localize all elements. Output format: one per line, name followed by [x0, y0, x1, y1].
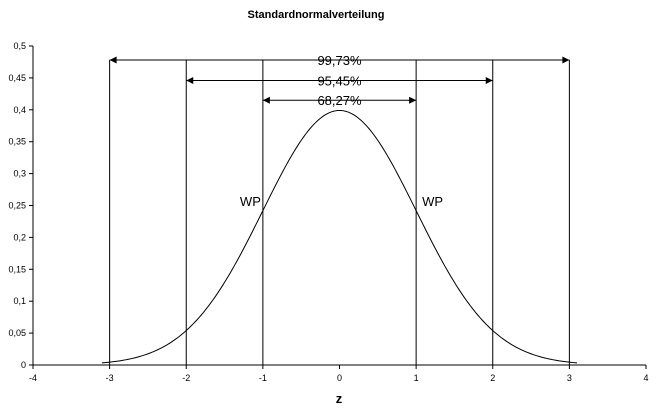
- y-tick-label: 0,4: [13, 105, 26, 115]
- x-tick-label: 4: [643, 373, 648, 383]
- arrow-head: [485, 76, 493, 84]
- x-tick-label: -2: [182, 373, 190, 383]
- density-curve: [101, 109, 578, 364]
- interval-label: 99,73%: [317, 53, 362, 68]
- x-axis-label: z: [336, 391, 343, 406]
- plot-area: 0 0,05 0,1 0,15 0,2 0,25 0,3 0,35 0,4 0,45 0,5 -4 -3…: [8, 41, 648, 383]
- chart-title: Standardnormalverteilung: [248, 9, 385, 21]
- x-tick-label: -3: [106, 373, 114, 383]
- arrow-head: [562, 56, 570, 64]
- y-tick-label: 0,35: [8, 137, 26, 147]
- interval-label: 68,27%: [317, 93, 362, 108]
- y-tick-label: 0,05: [8, 328, 26, 338]
- y-tick-label: 0,3: [13, 169, 26, 179]
- y-tick-label: 0,25: [8, 201, 26, 211]
- y-tick-label: 0,2: [13, 232, 26, 242]
- x-tick-label: 1: [414, 373, 419, 383]
- arrow-head: [262, 96, 270, 104]
- interval-label: 95,45%: [317, 73, 362, 88]
- inflection-label: WP: [240, 194, 261, 209]
- x-tick-label: -1: [259, 373, 267, 383]
- x-tick-label: 3: [567, 373, 572, 383]
- x-tick-label: -4: [29, 373, 37, 383]
- y-tick-label: 0,15: [8, 264, 26, 274]
- x-tick-label: 2: [490, 373, 495, 383]
- arrow-head: [186, 76, 194, 84]
- y-tick-label: 0,45: [8, 73, 26, 83]
- y-tick-label: 0,5: [13, 41, 26, 51]
- inflection-label: WP: [422, 194, 443, 209]
- arrow-head: [409, 96, 417, 104]
- x-tick-label: 0: [337, 373, 342, 383]
- arrow-head: [109, 56, 117, 64]
- y-tick-label: 0,1: [13, 296, 26, 306]
- y-tick-label: 0: [21, 360, 26, 370]
